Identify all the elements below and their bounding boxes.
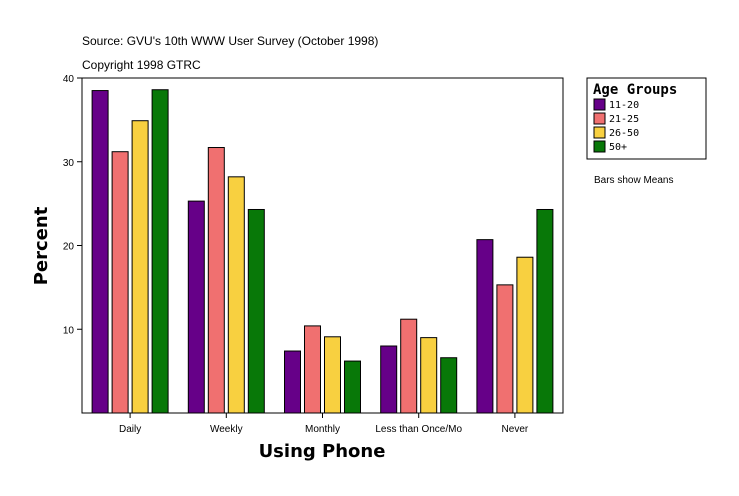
- bar-26-50-4: [516, 256, 534, 414]
- legend-item-label: 26-50: [609, 128, 639, 139]
- legend-item-label: 21-25: [609, 114, 639, 125]
- bar-21-25-4: [496, 284, 514, 414]
- x-tick-label: Daily: [119, 424, 141, 435]
- legend-swatch: [593, 112, 606, 125]
- legend-title: Age Groups: [593, 82, 677, 98]
- legend-swatch: [593, 126, 606, 139]
- legend-item-label: 50+: [609, 142, 627, 153]
- bar-50+-4: [536, 208, 554, 414]
- bar-26-50-0: [131, 120, 149, 414]
- legend-box: [586, 77, 707, 160]
- bar-26-50-1: [227, 176, 245, 414]
- bar-26-50-3: [420, 337, 438, 414]
- source-text: Source: GVU's 10th WWW User Survey (Octo…: [82, 34, 378, 48]
- y-tick-label: 20: [63, 242, 75, 253]
- y-tick-label: 30: [63, 158, 75, 169]
- bar-26-50-2: [324, 336, 341, 414]
- bar-21-25-3: [400, 318, 418, 414]
- y-axis: 10 20 30 40: [63, 74, 82, 336]
- note-text: Bars show Means: [594, 175, 673, 186]
- x-axis: Daily Weekly Monthly Less than Once/Mo Never: [119, 413, 529, 435]
- x-tick-label: Weekly: [210, 424, 243, 435]
- bar-11-20-3: [380, 345, 398, 414]
- x-tick-label: Less than Once/Mo: [375, 424, 462, 435]
- bar-21-25-1: [207, 147, 225, 414]
- x-tick-label: Never: [502, 424, 529, 435]
- x-tick-label: Monthly: [305, 424, 340, 435]
- x-axis-title: Using Phone: [259, 441, 386, 462]
- legend-swatch: [593, 140, 606, 153]
- bar-50+-0: [151, 89, 169, 414]
- bar-11-20-0: [91, 90, 109, 414]
- y-tick-label: 40: [63, 74, 75, 85]
- bar-11-20-2: [284, 350, 301, 414]
- y-axis-title: Percent: [31, 206, 52, 285]
- bar-50+-3: [440, 357, 458, 414]
- bar-21-25-2: [304, 325, 321, 414]
- legend: Age Groups 11-20 21-25 26-50 50+: [586, 77, 707, 160]
- bar-50+-2: [344, 360, 361, 414]
- bar-11-20-4: [476, 239, 494, 414]
- copyright-text: Copyright 1998 GTRC: [82, 58, 201, 72]
- bar-11-20-1: [187, 200, 205, 414]
- legend-item-label: 11-20: [609, 100, 639, 111]
- bar-50+-1: [247, 208, 265, 414]
- bars: [91, 89, 554, 414]
- bar-21-25-0: [111, 151, 129, 414]
- y-tick-label: 10: [63, 325, 75, 336]
- legend-swatch: [593, 98, 606, 111]
